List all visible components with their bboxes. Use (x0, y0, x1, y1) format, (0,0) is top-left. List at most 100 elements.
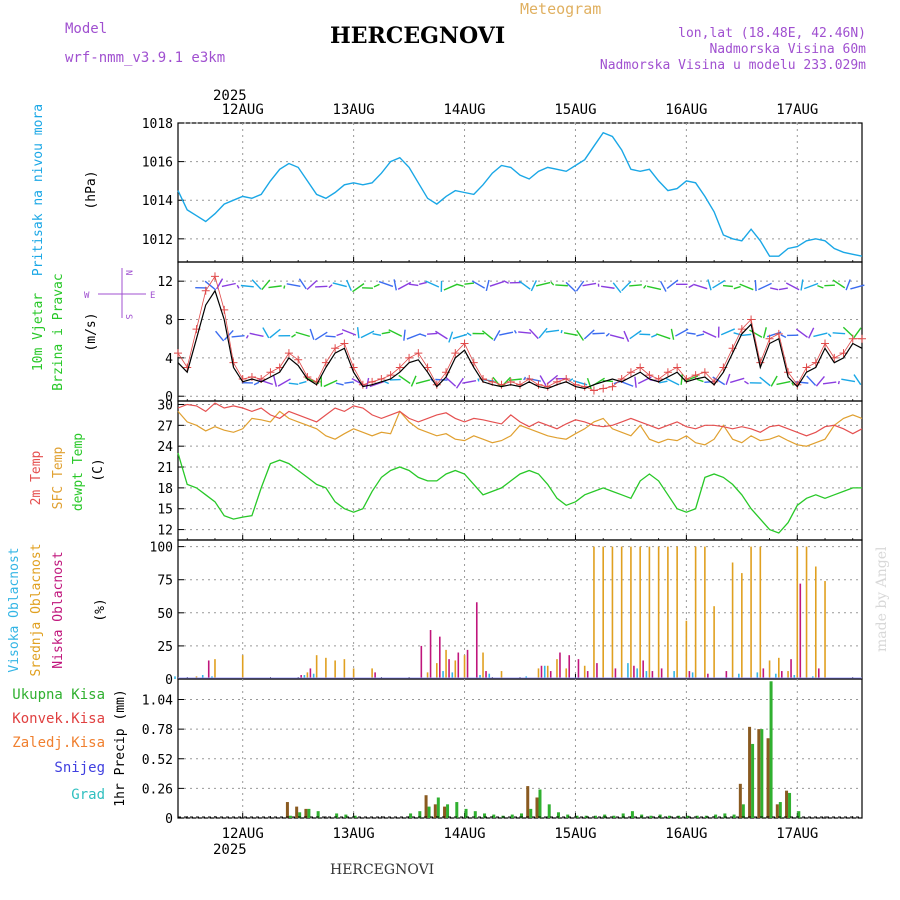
wind-barb (795, 328, 808, 338)
clouds-ytick-label: 75 (157, 574, 173, 589)
precip-total-bar (695, 815, 699, 818)
wind-gust-marker (358, 380, 367, 389)
wind-barb (190, 286, 194, 289)
top-day-label: 15AUG (554, 102, 596, 118)
wind-barb (435, 330, 448, 340)
precip-total-bar (492, 814, 496, 818)
wind-barb (332, 282, 347, 288)
wind-barb (629, 330, 642, 340)
wind-barb (592, 332, 605, 335)
wind-gust-marker (858, 334, 866, 343)
wind-barb (853, 327, 862, 339)
wind-barb (410, 375, 417, 387)
precip-total-bar (778, 802, 782, 818)
precipitation-ytick-label: 0 (165, 812, 173, 827)
wind-barb (780, 334, 787, 339)
bottom-day-label: 16AUG (665, 826, 707, 842)
clouds-ytick-label: 50 (157, 607, 173, 622)
wind-barb (749, 329, 763, 338)
temperature-ytick-label: 21 (157, 461, 173, 476)
wind-barb (388, 329, 403, 337)
wind-barb (477, 378, 480, 382)
wind-barb (492, 376, 502, 388)
wind-barb (702, 330, 717, 338)
temperature-panel: 2m Temp SFC Temp dewpt Temp (C) 12 15 18 21… (29, 398, 863, 541)
wind-barb (539, 375, 547, 387)
wind-barb (179, 332, 186, 342)
wind-barb (253, 381, 260, 386)
precip-total-bar (686, 815, 690, 818)
compass-east: E (150, 291, 155, 301)
wind-barb (352, 283, 365, 293)
wind-barb (452, 333, 468, 340)
bottom-day-label: 14AUG (443, 826, 485, 842)
precip-convective-bar (766, 738, 770, 818)
wind-barb (853, 374, 862, 386)
bottom-day-label: 12AUG (222, 826, 264, 842)
wind-barb (427, 332, 438, 335)
precip-total-bar (547, 804, 551, 818)
wind-barb (335, 382, 344, 386)
wind-barb (435, 378, 448, 381)
wind-barb (489, 280, 505, 287)
precip-total-bar (621, 813, 625, 818)
wind-gust-marker (543, 382, 552, 391)
precip-total-bar (298, 812, 302, 818)
wind-ytick-label: 0 (165, 390, 173, 405)
temp-unit: (C) (91, 458, 106, 481)
dewpoint-line (177, 452, 862, 534)
clouds-panel: Visoka Oblacnost Srednja Oblacnost Niska… (7, 539, 863, 688)
wind-barb (323, 379, 338, 388)
sfc-temp-line (177, 410, 863, 447)
wind-barb (646, 285, 662, 291)
wind-barb (314, 331, 328, 341)
wind-barb (563, 332, 578, 336)
wind-barb (832, 332, 846, 335)
wind-barb (730, 377, 745, 384)
wind-barb (725, 373, 731, 385)
wind-barb (545, 329, 560, 333)
page-title: HERCEGNOVI (330, 23, 505, 49)
precip-total-bar (353, 815, 357, 818)
precip-total-bar (409, 813, 413, 818)
wind-barb (216, 278, 224, 290)
wind-gust-marker (802, 363, 811, 372)
wind-barb (273, 375, 278, 387)
wind-barb (845, 279, 851, 291)
top-day-label: 17AUG (776, 102, 818, 118)
wind-gust-marker (340, 339, 349, 348)
wind-barb (550, 281, 555, 286)
precip-convective-bar (433, 804, 437, 818)
wind-barb (770, 375, 778, 387)
wind-barb (346, 279, 352, 291)
wind-barb (221, 282, 236, 288)
temperature-ytick-label: 15 (157, 503, 173, 518)
precip-total-bar (714, 814, 718, 818)
wind-barb (455, 377, 464, 389)
pressure-ytick-label: 1016 (142, 156, 173, 171)
bottom-day-label: 13AUG (333, 826, 375, 842)
model-altitude-label: Nadmorska Visina u modelu 233.029m (600, 58, 866, 73)
wind-gust-marker (460, 339, 469, 348)
wind-gust-marker (636, 363, 645, 372)
wind-barb (656, 333, 671, 340)
precipitation-ytick-label: 0.26 (142, 782, 173, 797)
precipitation-panel: Ukupna Kisa Konvek.Kisa Zaledj.Kisa Snij… (12, 678, 863, 827)
precip-unit: 1hr Precip (mm) (113, 689, 128, 806)
wind-barb (360, 330, 375, 339)
temperature-ytick-label: 30 (157, 398, 173, 413)
precip-total-bar (344, 814, 348, 818)
precip-total-bar (797, 811, 801, 818)
wind-barb (201, 337, 202, 340)
pressure-ytick-label: 1012 (142, 233, 173, 248)
wind-barb (393, 279, 397, 291)
pressure-line (177, 131, 863, 257)
wind-barb (518, 280, 531, 290)
top-day-label: 14AUG (443, 102, 485, 118)
t2m-line (177, 402, 863, 437)
wind-barb (381, 331, 391, 335)
wind-barb (277, 378, 291, 387)
wind-gust-marker (284, 349, 293, 358)
wind-barb (612, 282, 622, 294)
wind-barb (261, 279, 271, 291)
